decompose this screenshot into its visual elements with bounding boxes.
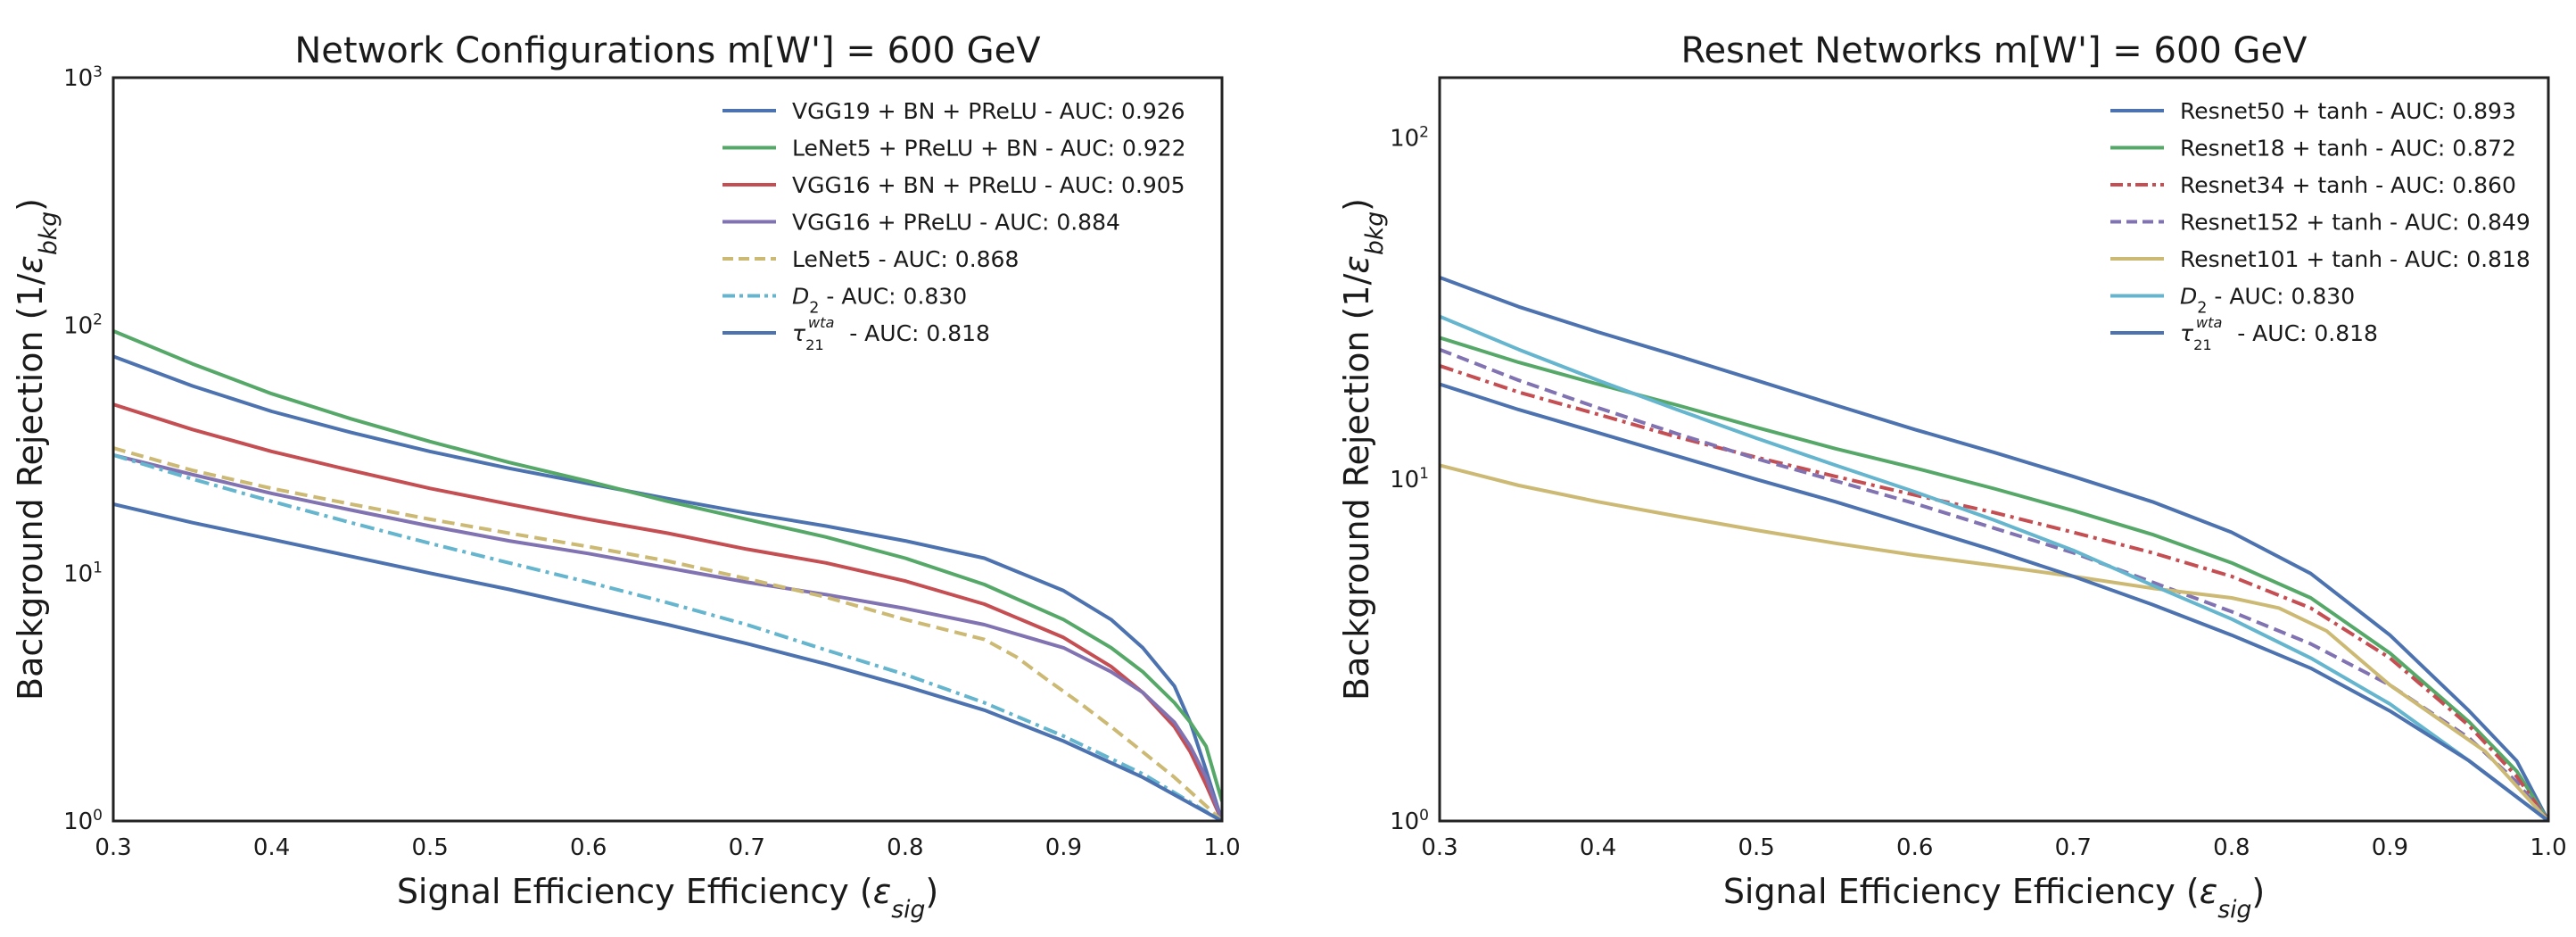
y-tick-label: 100: [63, 807, 103, 835]
x-tick-label: 0.5: [411, 834, 448, 861]
legend-entry: LeNet5 - AUC: 0.868: [792, 246, 1019, 272]
x-tick-label: 0.5: [1738, 834, 1774, 861]
legend-entry: Resnet152 + tanh - AUC: 0.849: [2180, 210, 2531, 236]
series-line-6: [113, 452, 1222, 821]
y-axis-label: Background Rejection (1/εbkg): [11, 198, 62, 701]
x-tick-label: 0.8: [2213, 834, 2250, 861]
x-tick-label: 0.8: [887, 834, 923, 861]
x-tick-label: 0.7: [729, 834, 765, 861]
y-axis-label: Background Rejection (1/εbkg): [1337, 198, 1389, 701]
legend-entry: D2 - AUC: 0.830: [792, 284, 967, 318]
x-tick-label: 0.3: [95, 834, 131, 861]
legend-entry: τ21wta - AUC: 0.818: [792, 314, 990, 352]
x-tick-label: 0.4: [253, 834, 290, 861]
chart-title: Resnet Networks m[W'] = 600 GeV: [1680, 30, 2308, 71]
legend-entry: LeNet5 + PReLU + BN - AUC: 0.922: [792, 136, 1186, 162]
legend-entry: Resnet50 + tanh - AUC: 0.893: [2180, 98, 2516, 124]
chart-title: Network Configurations m[W'] = 600 GeV: [294, 30, 1041, 71]
x-tick-label: 0.6: [570, 834, 607, 861]
x-tick-label: 0.7: [2055, 834, 2092, 861]
legend-entry: Resnet101 + tanh - AUC: 0.818: [2180, 246, 2531, 272]
legend-entry: τ21wta - AUC: 0.818: [2180, 314, 2378, 352]
legend-entry: D2 - AUC: 0.830: [2180, 284, 2355, 318]
series-line-1: [1440, 276, 2548, 821]
y-tick-label: 101: [63, 559, 103, 587]
chart-panel-1: 0.3 0.4 0.5 0.6 0.7 0.8 0.9 1.0 100 101 102 103 Netw…: [11, 30, 1241, 924]
x-tick-label: 0.9: [1045, 834, 1082, 861]
legend-entry: VGG16 + PReLU - AUC: 0.884: [792, 210, 1120, 236]
plot-frame: [111, 76, 1224, 823]
series-line-6: [1440, 314, 2548, 821]
series-line-7: [113, 502, 1222, 821]
legend-entry: VGG16 + BN + PReLU - AUC: 0.905: [792, 172, 1185, 198]
x-tick-label: 1.0: [1203, 834, 1240, 861]
series-line-5: [1440, 463, 2548, 821]
x-tick-label: 0.9: [2372, 834, 2408, 861]
y-tick-label: 103: [63, 63, 103, 92]
plot-frame: [1438, 76, 2550, 823]
y-tick-label: 102: [63, 311, 103, 340]
y-tick-label: 101: [1390, 465, 1429, 493]
series-line-7: [1440, 382, 2548, 821]
x-tick-label: 0.3: [1421, 834, 1457, 861]
y-tick-label: 100: [1390, 807, 1429, 835]
series-line-1: [113, 354, 1222, 821]
x-axis-label: Signal Efficiency Efficiency (εsig): [1723, 872, 2265, 924]
x-tick-label: 0.6: [1896, 834, 1933, 861]
legend: Resnet50 + tanh - AUC: 0.893 Resnet18 + t…: [2110, 98, 2531, 353]
x-tick-label: 0.4: [1580, 834, 1616, 861]
series-line-5: [113, 446, 1222, 821]
legend-entry: Resnet34 + tanh - AUC: 0.860: [2180, 172, 2516, 198]
plot-area: [1440, 276, 2548, 821]
legend: VGG19 + BN + PReLU - AUC: 0.926 LeNet5 + …: [722, 98, 1186, 353]
legend-entry: Resnet18 + tanh - AUC: 0.872: [2180, 136, 2516, 162]
series-line-4: [1440, 347, 2548, 821]
series-line-4: [113, 452, 1222, 821]
y-tick-label: 102: [1390, 123, 1429, 152]
plot-area: [113, 329, 1222, 821]
series-line-2: [113, 329, 1222, 802]
series-line-3: [1440, 364, 2548, 821]
chart-panel-2: 0.3 0.4 0.5 0.6 0.7 0.8 0.9 1.0 100 101 102 Resnet …: [1337, 30, 2567, 924]
x-tick-label: 1.0: [2530, 834, 2566, 861]
series-line-3: [113, 402, 1222, 821]
x-axis-label: Signal Efficiency Efficiency (εsig): [397, 872, 938, 924]
legend-entry: VGG19 + BN + PReLU - AUC: 0.926: [792, 98, 1185, 124]
